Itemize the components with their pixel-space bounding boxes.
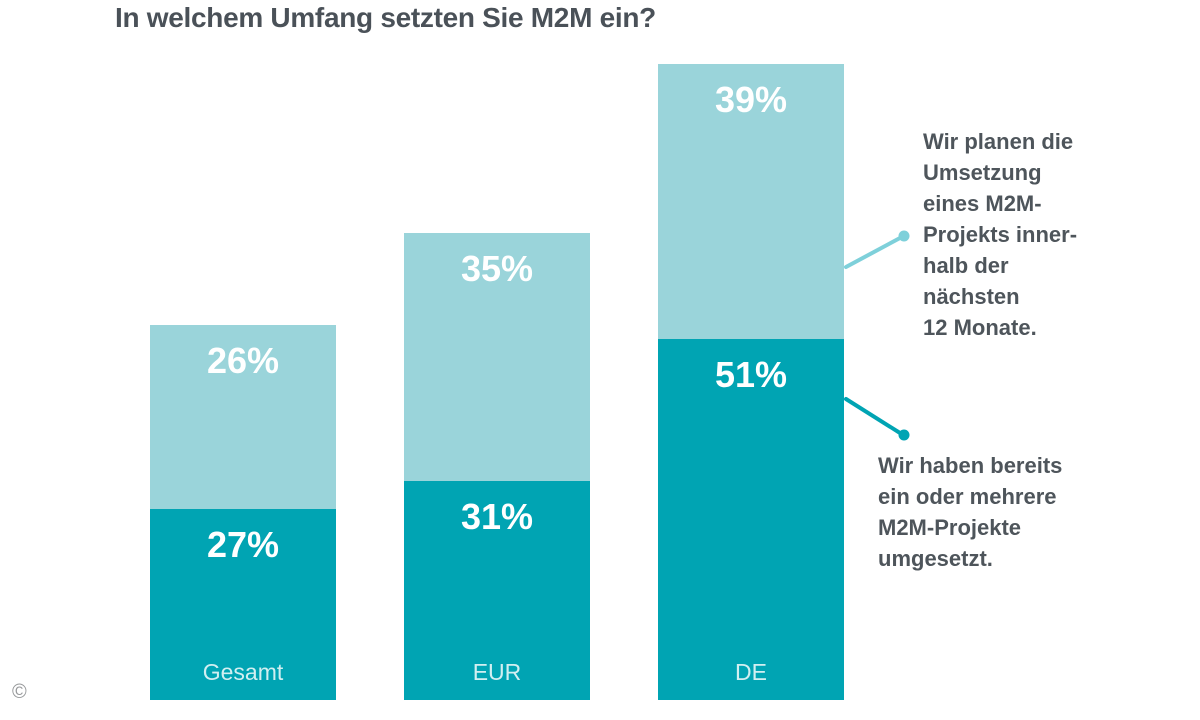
segment-implemented: 51% xyxy=(658,339,844,700)
segment-planned: 26% xyxy=(150,325,336,510)
copyright-icon: © xyxy=(12,681,27,703)
bar-eur: 35% 31% EUR xyxy=(404,233,590,700)
value-label: 51% xyxy=(714,354,788,396)
value-label: 26% xyxy=(206,340,280,382)
value-label: 35% xyxy=(460,248,534,290)
value-label: 27% xyxy=(206,524,280,566)
category-label: EUR xyxy=(472,659,522,685)
category-label: Gesamt xyxy=(202,659,284,685)
chart-title: In welchem Umfang setzten Sie M2M ein? xyxy=(115,2,656,33)
legend-annotation-implemented: Wir haben bereits ein oder mehrere M2M-P… xyxy=(878,453,1063,571)
segment-implemented: 27% xyxy=(150,509,336,700)
value-label: 31% xyxy=(460,495,534,537)
bar-de: 39% 51% DE xyxy=(658,63,844,700)
segment-implemented: 31% xyxy=(404,480,590,700)
segment-planned: 35% xyxy=(404,233,590,481)
bar-gesamt: 26% 27% Gesamt xyxy=(150,325,336,700)
category-label: DE xyxy=(735,659,767,685)
segment-planned: 39% xyxy=(658,63,844,340)
legend-annotation-planned: Wir planen die Umsetzung eines M2M- Proj… xyxy=(923,129,1078,340)
value-label: 39% xyxy=(714,78,788,120)
